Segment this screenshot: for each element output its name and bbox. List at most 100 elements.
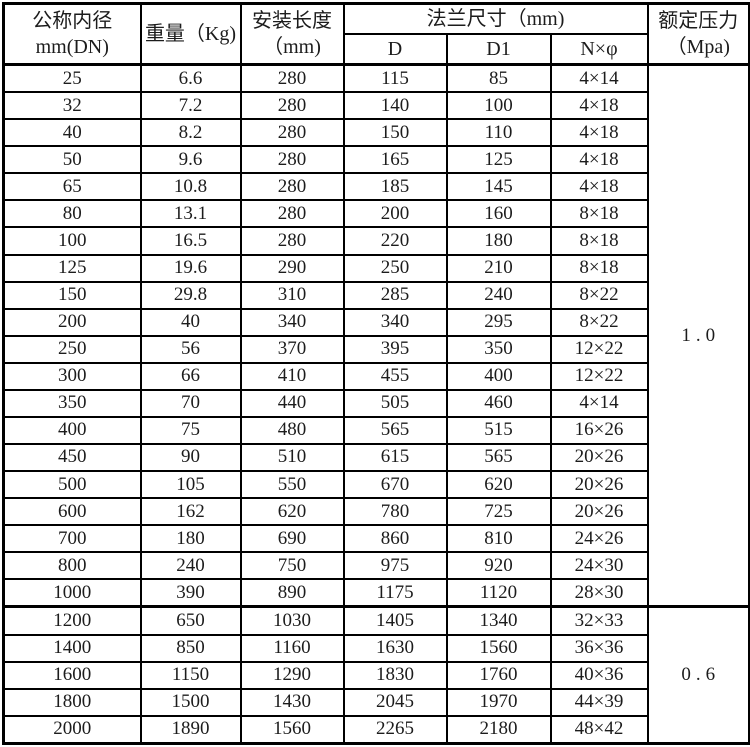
table-row: 300 66 410 455 400 12×22 — [2, 361, 750, 391]
header-flange-d1: D1 — [445, 33, 552, 66]
cell-flange-d1: 620 — [445, 469, 552, 500]
cell-nominal-diameter: 200 — [2, 307, 142, 337]
cell-nominal-diameter: 125 — [2, 253, 142, 283]
cell-nominal-diameter: 1200 — [2, 605, 142, 636]
cell-install-length: 280 — [239, 91, 345, 121]
cell-weight: 56 — [139, 334, 242, 364]
cell-nominal-diameter: 40 — [2, 118, 142, 148]
cell-flange-d1: 1760 — [445, 660, 552, 690]
cell-flange-d1: 460 — [445, 388, 552, 418]
table-row: 500 105 550 670 620 20×26 — [2, 469, 750, 500]
table-row: 125 19.6 290 250 210 8×18 — [2, 253, 750, 283]
table-row: 2000 1890 1560 2265 2180 48×42 — [2, 714, 750, 745]
cell-flange-d: 115 — [342, 63, 448, 94]
cell-flange-nphi: 8×18 — [549, 253, 649, 283]
cell-weight: 8.2 — [139, 118, 242, 148]
cell-install-length: 1160 — [239, 633, 345, 663]
header-rated-pressure: 额定压力 （Mpa) — [646, 2, 750, 66]
cell-flange-d: 200 — [342, 199, 448, 229]
cell-weight: 650 — [139, 605, 242, 636]
cell-nominal-diameter: 65 — [2, 172, 142, 202]
cell-weight: 105 — [139, 469, 242, 500]
header-rated-pressure-line1: 额定压力 — [658, 10, 739, 32]
cell-flange-d: 340 — [342, 307, 448, 337]
cell-nominal-diameter: 50 — [2, 145, 142, 175]
cell-flange-d1: 350 — [445, 334, 552, 364]
cell-flange-nphi: 12×22 — [549, 334, 649, 364]
cell-flange-d1: 180 — [445, 226, 552, 256]
cell-install-length: 280 — [239, 145, 345, 175]
table-row: 1800 1500 1430 2045 1970 44×39 — [2, 687, 750, 717]
cell-weight: 7.2 — [139, 91, 242, 121]
cell-weight: 70 — [139, 388, 242, 418]
cell-nominal-diameter: 500 — [2, 469, 142, 500]
cell-flange-d1: 810 — [445, 524, 552, 554]
cell-flange-nphi: 36×36 — [549, 633, 649, 663]
cell-install-length: 620 — [239, 497, 345, 527]
cell-install-length: 280 — [239, 118, 345, 148]
cell-install-length: 410 — [239, 361, 345, 391]
cell-flange-nphi: 4×18 — [549, 172, 649, 202]
cell-weight: 180 — [139, 524, 242, 554]
cell-flange-d: 565 — [342, 415, 448, 445]
cell-install-length: 310 — [239, 280, 345, 310]
table-row: 65 10.8 280 185 145 4×18 — [2, 172, 750, 202]
cell-flange-d: 2265 — [342, 714, 448, 745]
table-row: 350 70 440 505 460 4×14 — [2, 388, 750, 418]
cell-nominal-diameter: 2000 — [2, 714, 142, 745]
cell-flange-d1: 920 — [445, 551, 552, 581]
cell-install-length: 690 — [239, 524, 345, 554]
cell-nominal-diameter: 1400 — [2, 633, 142, 663]
cell-flange-nphi: 48×42 — [549, 714, 649, 745]
cell-flange-d1: 1120 — [445, 578, 552, 608]
cell-flange-d1: 295 — [445, 307, 552, 337]
cell-flange-d: 505 — [342, 388, 448, 418]
cell-flange-nphi: 4×18 — [549, 145, 649, 175]
cell-install-length: 1290 — [239, 660, 345, 690]
table-row: 250 56 370 395 350 12×22 — [2, 334, 750, 364]
cell-install-length: 1030 — [239, 605, 345, 636]
header-flange-d: D — [342, 33, 448, 66]
cell-flange-nphi: 24×30 — [549, 551, 649, 581]
cell-nominal-diameter: 300 — [2, 361, 142, 391]
header-row-1: 公称内径 mm(DN) 重量（Kg) 安装长度 （mm) 法兰尺寸（mm) 额定… — [2, 2, 750, 66]
table-row: 1200 650 1030 1405 1340 32×33 0.6 — [2, 605, 750, 745]
header-install-length-line1: 安装长度 — [252, 10, 332, 32]
cell-install-length: 750 — [239, 551, 345, 581]
cell-flange-d1: 145 — [445, 172, 552, 202]
cell-flange-d: 395 — [342, 334, 448, 364]
cell-nominal-diameter: 250 — [2, 334, 142, 364]
cell-weight: 16.5 — [139, 226, 242, 256]
cell-install-length: 440 — [239, 388, 345, 418]
cell-flange-d1: 210 — [445, 253, 552, 283]
header-nominal-diameter-line1: 公称内径 — [32, 10, 113, 32]
cell-flange-d1: 125 — [445, 145, 552, 175]
cell-flange-nphi: 8×18 — [549, 226, 649, 256]
header-install-length: 安装长度 （mm) — [239, 2, 345, 66]
cell-install-length: 550 — [239, 469, 345, 500]
cell-flange-d: 975 — [342, 551, 448, 581]
cell-weight: 162 — [139, 497, 242, 527]
cell-flange-nphi: 44×39 — [549, 687, 649, 717]
cell-flange-d1: 1560 — [445, 633, 552, 663]
cell-flange-d: 140 — [342, 91, 448, 121]
cell-flange-d: 2045 — [342, 687, 448, 717]
cell-weight: 10.8 — [139, 172, 242, 202]
table-row: 200 40 340 340 295 8×22 — [2, 307, 750, 337]
cell-weight: 66 — [139, 361, 242, 391]
table-row: 80 13.1 280 200 160 8×18 — [2, 199, 750, 229]
table-row: 600 162 620 780 725 20×26 — [2, 497, 750, 527]
cell-flange-d: 165 — [342, 145, 448, 175]
cell-weight: 1150 — [139, 660, 242, 690]
cell-install-length: 370 — [239, 334, 345, 364]
cell-nominal-diameter: 25 — [2, 63, 142, 94]
cell-flange-d: 1830 — [342, 660, 448, 690]
header-rated-pressure-line2: （Mpa) — [666, 36, 730, 58]
cell-nominal-diameter: 800 — [2, 551, 142, 581]
cell-flange-d: 285 — [342, 280, 448, 310]
cell-weight: 13.1 — [139, 199, 242, 229]
cell-flange-d1: 85 — [445, 63, 552, 94]
table-row: 100 16.5 280 220 180 8×18 — [2, 226, 750, 256]
table-row: 700 180 690 860 810 24×26 — [2, 524, 750, 554]
cell-install-length: 280 — [239, 172, 345, 202]
